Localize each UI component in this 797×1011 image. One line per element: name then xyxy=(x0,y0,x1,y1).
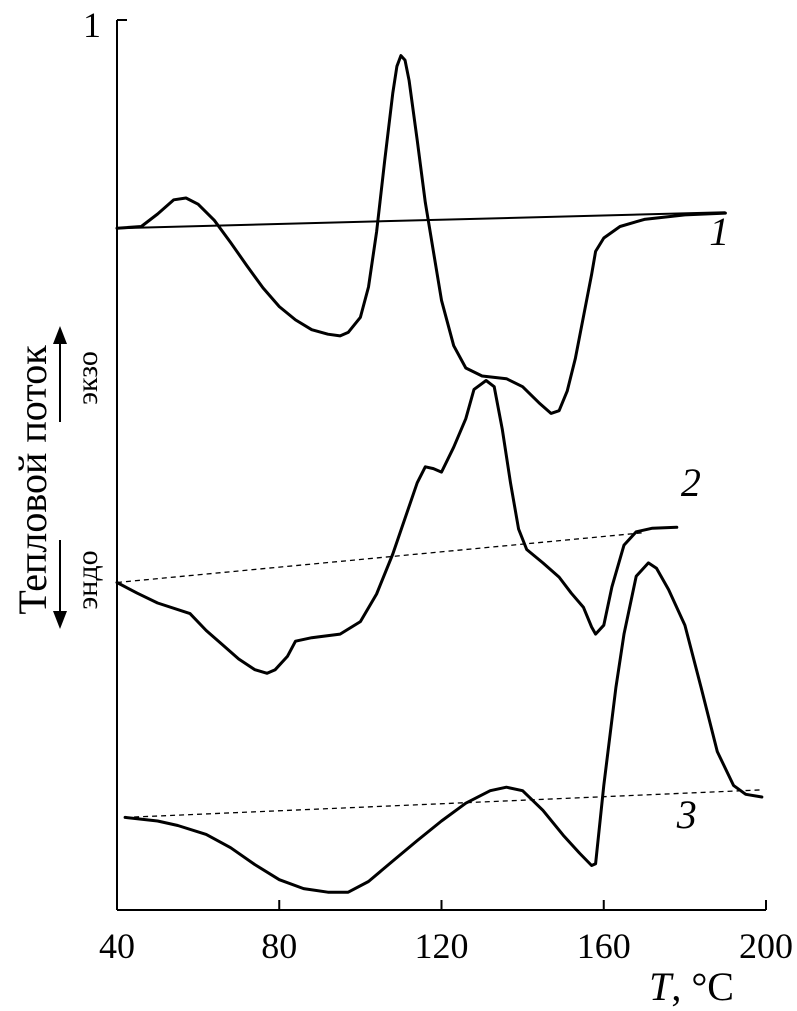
labels: T, °C Тепловой поток экзо эндо 1 2 3 xyxy=(10,209,734,1009)
x-tick-label: 120 xyxy=(415,926,469,966)
series-label-3: 3 xyxy=(676,792,697,837)
y-tick-label: 1 xyxy=(83,5,101,45)
baseline-3 xyxy=(125,789,762,819)
series-label-1: 1 xyxy=(709,209,729,254)
curves xyxy=(115,54,764,894)
exo-label: экзо xyxy=(71,351,104,405)
x-axis-title-unit: , °C xyxy=(671,964,734,1009)
y-axis-title: Тепловой поток xyxy=(10,345,55,615)
endo-label: эндо xyxy=(71,550,104,609)
x-tick-label: 80 xyxy=(261,926,297,966)
x-axis-title-variable: T xyxy=(649,964,674,1009)
series-label-2: 2 xyxy=(681,460,701,505)
x-tick-label: 40 xyxy=(99,926,135,966)
x-tick-label: 200 xyxy=(739,926,793,966)
series-line-1 xyxy=(115,54,727,415)
baselines xyxy=(116,211,762,819)
x-tick-label: 160 xyxy=(577,926,631,966)
endo-arrow-head xyxy=(53,611,67,629)
baseline-2 xyxy=(116,531,645,584)
axes: 40 80 120 160 200 1 xyxy=(83,5,793,966)
exo-arrow-head xyxy=(53,326,67,344)
series-line-2 xyxy=(115,379,679,675)
x-axis-title: T, °C xyxy=(649,964,734,1009)
series-line-3 xyxy=(123,561,764,894)
